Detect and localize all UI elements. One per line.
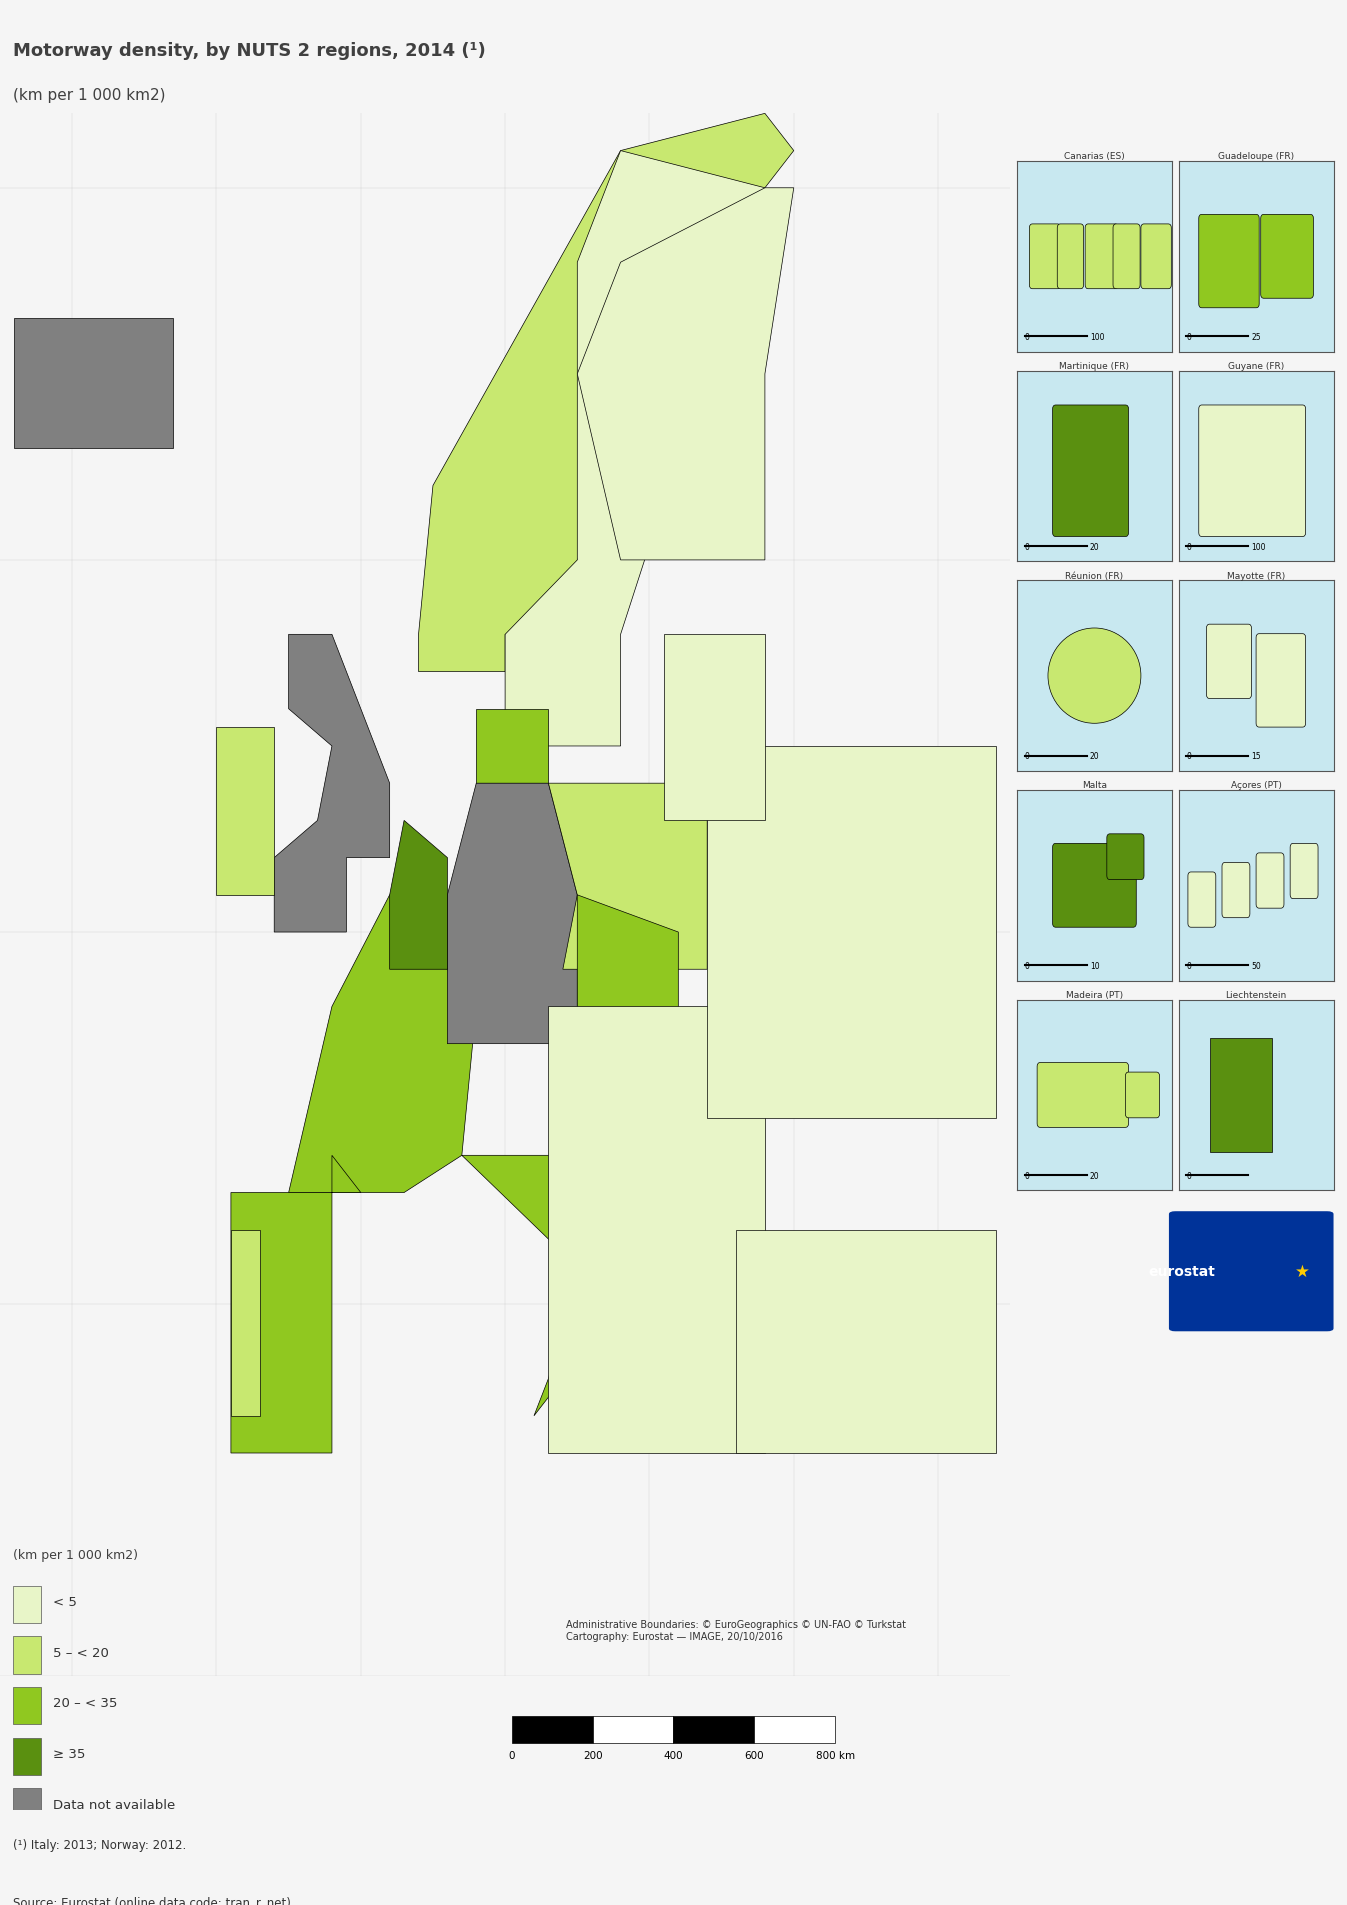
Polygon shape	[664, 634, 765, 821]
Text: (¹) Italy: 2013; Norway: 2012.: (¹) Italy: 2013; Norway: 2012.	[13, 1838, 187, 1852]
Text: 0: 0	[1025, 752, 1029, 760]
Text: 10: 10	[1090, 962, 1099, 970]
FancyBboxPatch shape	[1086, 225, 1117, 290]
Text: 20: 20	[1090, 543, 1099, 551]
Text: Source: Eurostat (online data code: tran_r_net): Source: Eurostat (online data code: tran…	[13, 1895, 291, 1905]
Text: 0: 0	[1187, 962, 1191, 970]
Title: Guadeloupe (FR): Guadeloupe (FR)	[1218, 152, 1294, 162]
Text: 15: 15	[1251, 752, 1261, 760]
FancyBboxPatch shape	[1255, 853, 1284, 909]
Text: Data not available: Data not available	[53, 1798, 175, 1812]
FancyBboxPatch shape	[1188, 872, 1216, 928]
Title: Réunion (FR): Réunion (FR)	[1065, 572, 1123, 581]
Text: 0: 0	[1025, 962, 1029, 970]
Title: Malta: Malta	[1082, 781, 1107, 791]
Polygon shape	[462, 1156, 578, 1415]
Text: < 5: < 5	[53, 1594, 77, 1608]
FancyBboxPatch shape	[1107, 834, 1144, 880]
Bar	[593, 1716, 674, 1743]
Text: 0: 0	[1187, 543, 1191, 551]
Text: 5 – < 20: 5 – < 20	[53, 1646, 109, 1659]
Text: ★: ★	[1294, 1263, 1309, 1280]
Polygon shape	[389, 821, 447, 970]
FancyBboxPatch shape	[1199, 406, 1305, 537]
Polygon shape	[578, 189, 793, 560]
Text: 0: 0	[1025, 333, 1029, 341]
Bar	[13, 1585, 40, 1623]
FancyBboxPatch shape	[1290, 844, 1317, 899]
FancyBboxPatch shape	[1125, 1073, 1160, 1118]
Bar	[13, 1789, 40, 1825]
Text: 0: 0	[1187, 1172, 1191, 1179]
Text: 25: 25	[1251, 333, 1261, 341]
FancyBboxPatch shape	[1199, 215, 1259, 309]
FancyBboxPatch shape	[1029, 225, 1061, 290]
Text: 20: 20	[1090, 1172, 1099, 1179]
FancyBboxPatch shape	[1255, 634, 1305, 728]
Bar	[754, 1716, 835, 1743]
Text: 100: 100	[1090, 333, 1105, 341]
Title: Açores (PT): Açores (PT)	[1231, 781, 1281, 791]
Polygon shape	[15, 318, 174, 450]
Polygon shape	[477, 709, 548, 783]
Text: 600: 600	[745, 1749, 764, 1760]
FancyBboxPatch shape	[1113, 225, 1146, 290]
Polygon shape	[548, 1008, 765, 1454]
Text: Administrative Boundaries: © EuroGeographics © UN-FAO © Turkstat
Cartography: Eu: Administrative Boundaries: © EuroGeograp…	[566, 1619, 905, 1640]
Text: 0: 0	[509, 1749, 515, 1760]
Polygon shape	[447, 783, 578, 1044]
FancyBboxPatch shape	[1057, 225, 1086, 290]
Ellipse shape	[1048, 629, 1141, 724]
Text: 50: 50	[1251, 962, 1261, 970]
Text: 0: 0	[1187, 752, 1191, 760]
FancyBboxPatch shape	[1261, 215, 1313, 299]
Bar	[1210, 1038, 1272, 1153]
Text: 400: 400	[664, 1749, 683, 1760]
Title: Liechtenstein: Liechtenstein	[1226, 991, 1286, 1000]
Text: 100: 100	[1251, 543, 1266, 551]
FancyBboxPatch shape	[1141, 225, 1168, 290]
Text: 800 km: 800 km	[815, 1749, 855, 1760]
Polygon shape	[230, 1156, 361, 1454]
Polygon shape	[735, 1231, 995, 1454]
Bar	[674, 1716, 754, 1743]
FancyBboxPatch shape	[1222, 863, 1250, 918]
Polygon shape	[419, 114, 793, 672]
Title: Madeira (PT): Madeira (PT)	[1065, 991, 1123, 1000]
Text: (km per 1 000 km2): (km per 1 000 km2)	[13, 88, 166, 103]
FancyBboxPatch shape	[1052, 406, 1129, 537]
Text: 0: 0	[1187, 333, 1191, 341]
Title: Canarias (ES): Canarias (ES)	[1064, 152, 1125, 162]
Title: Guyane (FR): Guyane (FR)	[1228, 362, 1284, 371]
Text: ≥ 35: ≥ 35	[53, 1747, 85, 1760]
Bar	[13, 1636, 40, 1674]
Polygon shape	[275, 634, 389, 933]
Bar	[13, 1688, 40, 1724]
FancyBboxPatch shape	[1169, 1212, 1334, 1332]
Text: 20: 20	[1090, 752, 1099, 760]
Text: Motorway density, by NUTS 2 regions, 2014 (¹): Motorway density, by NUTS 2 regions, 201…	[13, 42, 486, 59]
Bar	[512, 1716, 593, 1743]
Text: (km per 1 000 km2): (km per 1 000 km2)	[13, 1549, 139, 1562]
Bar	[13, 1737, 40, 1775]
Text: eurostat: eurostat	[1148, 1265, 1215, 1278]
FancyBboxPatch shape	[1052, 844, 1137, 928]
Polygon shape	[505, 152, 765, 747]
Title: Martinique (FR): Martinique (FR)	[1060, 362, 1129, 371]
Text: 0: 0	[1025, 543, 1029, 551]
Polygon shape	[548, 895, 679, 1044]
Polygon shape	[217, 728, 275, 895]
Polygon shape	[707, 747, 995, 1118]
Polygon shape	[288, 895, 477, 1193]
Text: 20 – < 35: 20 – < 35	[53, 1697, 117, 1709]
Text: 200: 200	[583, 1749, 602, 1760]
Polygon shape	[230, 1231, 260, 1415]
Polygon shape	[548, 783, 707, 970]
FancyBboxPatch shape	[1207, 625, 1251, 699]
Text: 0: 0	[1025, 1172, 1029, 1179]
Title: Mayotte (FR): Mayotte (FR)	[1227, 572, 1285, 581]
FancyBboxPatch shape	[1037, 1063, 1129, 1128]
